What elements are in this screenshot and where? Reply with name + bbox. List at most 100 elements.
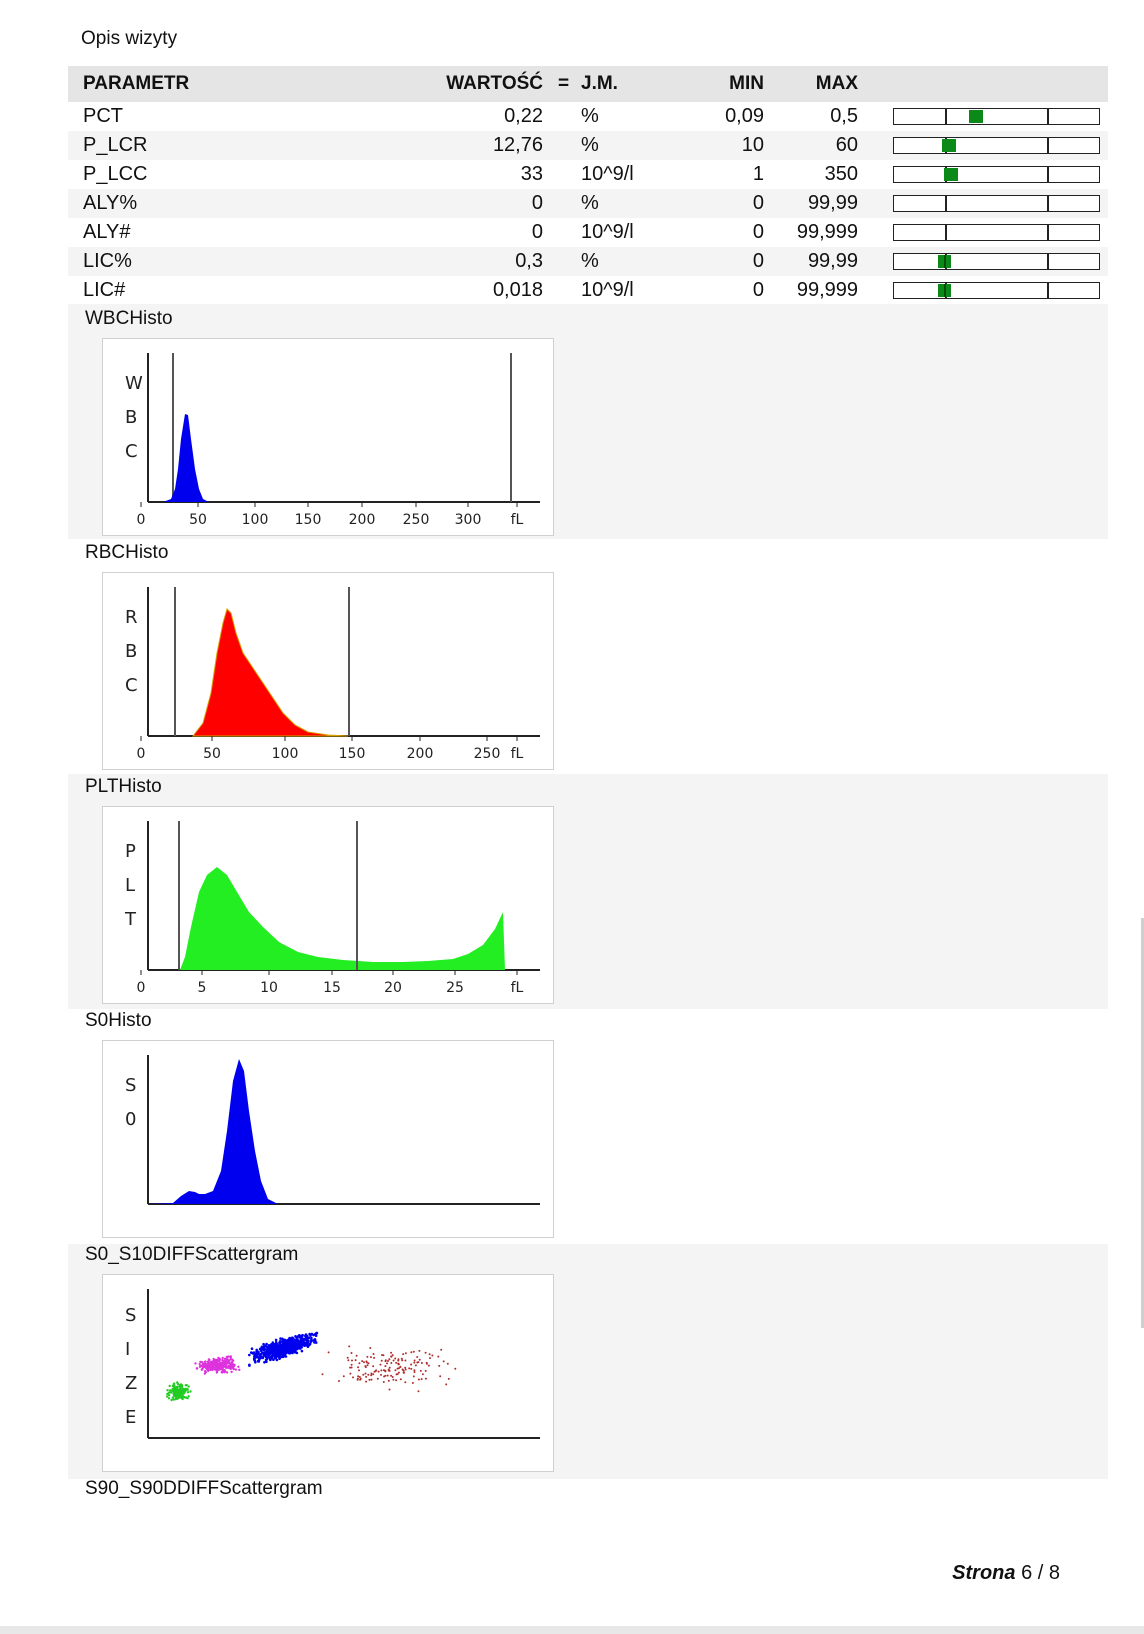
scatter-point — [380, 1359, 383, 1362]
scatter-point — [183, 1390, 187, 1393]
table-row: ALY# 0 10^9/l 0 99,999 — [68, 218, 1108, 247]
scatter-point — [257, 1352, 260, 1356]
scatter-point — [223, 1357, 227, 1360]
scatter-point — [275, 1358, 279, 1362]
tick-label: 100 — [272, 746, 299, 762]
unit-cell: % — [581, 192, 599, 214]
scatter-point — [412, 1375, 415, 1378]
scatter-point — [399, 1366, 402, 1368]
scatter-point — [304, 1338, 308, 1342]
scatter-point — [431, 1354, 434, 1357]
scatter-point — [204, 1370, 207, 1374]
scatter-point — [206, 1360, 209, 1363]
max-cell: 99,99 — [807, 250, 858, 272]
scatter-point — [267, 1352, 270, 1356]
scatter-point — [178, 1391, 181, 1394]
wbc-letter-c: C — [125, 441, 138, 462]
scatter-point — [291, 1342, 294, 1346]
scatter-point — [218, 1364, 221, 1368]
scatter-letter-e: E — [125, 1407, 136, 1428]
scatter-point — [292, 1337, 295, 1340]
min-cell: 0 — [752, 192, 764, 214]
scatter-point — [211, 1366, 214, 1369]
header-value: WARTOŚĆ — [446, 73, 543, 94]
scatter-point — [285, 1347, 289, 1350]
scatter-point — [372, 1353, 375, 1355]
tick-label: 50 — [189, 512, 207, 528]
scatter-point — [221, 1361, 224, 1365]
scatter-point — [255, 1350, 258, 1353]
scatter-point — [284, 1355, 288, 1358]
plt-histo-title: PLTHisto — [85, 776, 162, 797]
range-tick — [1047, 254, 1049, 269]
scatter-point — [180, 1385, 184, 1389]
scatter-point — [227, 1355, 230, 1358]
scatter-point — [367, 1362, 370, 1365]
scatter-point — [271, 1350, 275, 1354]
scatter-point — [356, 1377, 359, 1380]
scatter-point — [338, 1380, 340, 1382]
tick-label: 0 — [137, 980, 146, 996]
scatter-point — [380, 1373, 382, 1376]
scatter-point — [212, 1359, 215, 1362]
scatter-point — [260, 1345, 264, 1349]
scatter-point — [200, 1368, 203, 1371]
scatter-point — [204, 1360, 207, 1363]
scatter-point — [310, 1332, 314, 1336]
scatter-point — [313, 1341, 316, 1344]
tick-label: 10 — [260, 980, 278, 996]
scatter-point — [294, 1335, 297, 1338]
scatter-point — [410, 1367, 413, 1370]
scatter-point — [365, 1360, 368, 1363]
scatter-point — [189, 1390, 192, 1393]
max-cell: 99,999 — [796, 279, 858, 301]
scatter-point — [210, 1368, 213, 1371]
scatter-point — [404, 1368, 407, 1371]
scatter-point — [397, 1363, 400, 1366]
scatter-point — [397, 1371, 400, 1374]
scatter-point — [384, 1369, 387, 1372]
scatter-point — [230, 1363, 234, 1366]
scatter-point — [297, 1335, 300, 1338]
next-scatter-title: S90_S90DDIFFScattergram — [85, 1478, 323, 1499]
scatter-point — [370, 1378, 373, 1381]
range-marker — [938, 284, 951, 297]
tick-label: fL — [511, 980, 524, 996]
range-tick — [945, 109, 947, 124]
scatter-point — [447, 1377, 450, 1380]
scatter-point — [370, 1372, 373, 1375]
scatter-point — [391, 1376, 394, 1378]
scatter-point — [418, 1358, 421, 1361]
rbc-histogram: R B C 0 50 100 150 200 250 fL — [102, 572, 554, 770]
scatter-point — [248, 1353, 251, 1357]
scatter-title: S0_S10DIFFScattergram — [85, 1244, 299, 1265]
plt-histogram: P L T 0 5 10 15 20 25 fL — [102, 806, 554, 1004]
scatter-point — [416, 1356, 419, 1358]
scatter-letter-i: I — [125, 1339, 130, 1360]
plt-curve — [180, 867, 505, 970]
scatter-point — [253, 1358, 256, 1361]
scatter-point — [416, 1361, 419, 1364]
scatter-point — [414, 1364, 417, 1367]
wbc-histogram: W B C 0 50 100 150 200 250 300 fL — [102, 338, 554, 536]
scatter-point — [390, 1355, 393, 1358]
scatter-point — [230, 1361, 234, 1364]
wbc-letter-w: W — [125, 373, 143, 394]
scatter-point — [270, 1344, 274, 1347]
scatter-point — [402, 1353, 405, 1356]
scatter-point — [310, 1336, 313, 1340]
scatter-point — [169, 1391, 173, 1394]
scatter-point — [208, 1358, 211, 1362]
scatter-point — [300, 1334, 304, 1338]
header-min: MIN — [729, 73, 764, 94]
scatter-point — [365, 1380, 368, 1383]
unit-cell: % — [581, 134, 599, 156]
max-cell: 60 — [835, 134, 858, 156]
scatter-point — [355, 1354, 358, 1357]
range-marker — [968, 110, 983, 123]
unit-cell: 10^9/l — [581, 279, 634, 301]
scatter-point — [234, 1368, 237, 1371]
tick-label: 100 — [242, 512, 269, 528]
value-cell: 0 — [531, 221, 543, 243]
wbc-curve — [148, 414, 540, 502]
